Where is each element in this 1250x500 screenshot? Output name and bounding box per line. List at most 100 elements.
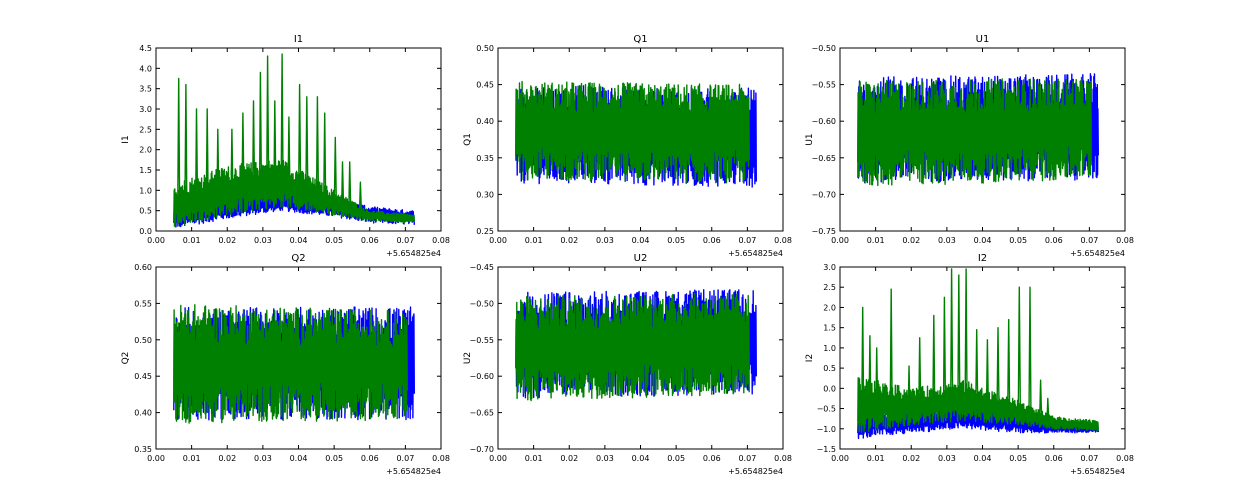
x-tick-label: 0.02	[560, 454, 578, 463]
x-offset-label: +5.654825e4	[728, 249, 783, 258]
x-tick-label: 0.05	[667, 454, 685, 463]
x-tick-label: 0.00	[831, 236, 849, 245]
x-tick-label: 0.00	[831, 454, 849, 463]
y-tick-label: 0.45	[476, 81, 494, 90]
y-tick-label: −0.55	[469, 336, 494, 345]
chart-Q2: 0.00 0.01 0.02 0.03 0.04 0.05 0.06 0.07 0.08 0.35…	[121, 253, 450, 476]
y-tick-label: −0.5	[817, 405, 836, 414]
x-offset-label: +5.654825e4	[386, 249, 441, 258]
chart-title: Q2	[291, 253, 305, 264]
chart-title: I2	[978, 253, 987, 264]
x-tick-label: 0.03	[596, 454, 614, 463]
x-tick-label: 0.01	[867, 454, 885, 463]
x-tick-label: 0.03	[938, 236, 956, 245]
y-tick-label: 0.40	[134, 409, 152, 418]
x-tick-label: 0.00	[147, 454, 165, 463]
x-tick-label: 0.05	[1009, 236, 1027, 245]
x-tick-label: 0.01	[525, 454, 543, 463]
x-tick-label: 0.08	[774, 236, 792, 245]
chart-title: U1	[976, 34, 990, 45]
y-tick-label: 2.5	[823, 283, 836, 292]
x-tick-label: 0.00	[489, 236, 507, 245]
x-tick-label: 0.00	[489, 454, 507, 463]
chart-title: I1	[294, 34, 303, 45]
y-tick-label: 4.0	[139, 64, 152, 73]
x-tick-label: 0.04	[974, 236, 992, 245]
x-tick-label: 0.06	[361, 454, 379, 463]
x-tick-label: 0.02	[218, 454, 236, 463]
x-tick-label: 0.08	[432, 236, 450, 245]
y-tick-label: −0.60	[469, 372, 494, 381]
y-tick-label: 0.5	[823, 364, 836, 373]
x-tick-label: 0.06	[1045, 454, 1063, 463]
series-line-green	[857, 268, 1099, 433]
x-tick-label: 0.07	[738, 236, 756, 245]
x-tick-label: 0.05	[325, 454, 343, 463]
series-line-green	[173, 304, 408, 424]
series-line-green	[515, 292, 750, 402]
x-tick-label: 0.07	[1080, 454, 1098, 463]
x-tick-label: 0.08	[1116, 454, 1134, 463]
y-tick-label: 3.0	[823, 263, 836, 272]
series-line-green	[857, 76, 1092, 187]
y-tick-label: 1.5	[823, 324, 836, 333]
y-tick-label: 0.0	[139, 227, 152, 236]
series-group	[173, 53, 415, 228]
y-tick-label: 0.5	[139, 207, 152, 216]
y-tick-label: 0.35	[476, 154, 494, 163]
x-tick-label: 0.05	[667, 236, 685, 245]
x-tick-label: 0.02	[902, 236, 920, 245]
y-axis-label: I1	[121, 135, 131, 143]
x-tick-label: 0.07	[396, 454, 414, 463]
y-tick-label: 0.50	[134, 336, 152, 345]
chart-U2: 0.00 0.01 0.02 0.03 0.04 0.05 0.06 0.07 0.08 −0.7…	[463, 253, 792, 476]
x-tick-label: 0.06	[1045, 236, 1063, 245]
y-tick-label: 0.40	[476, 117, 494, 126]
chart-I2: 0.00 0.01 0.02 0.03 0.04 0.05 0.06 0.07 0.08 −1.5…	[805, 253, 1134, 476]
x-tick-label: 0.03	[938, 454, 956, 463]
x-offset-label: +5.654825e4	[1070, 249, 1125, 258]
y-tick-label: −0.70	[469, 445, 494, 454]
y-tick-label: 0.55	[134, 299, 152, 308]
chart-U1: 0.00 0.01 0.02 0.03 0.04 0.05 0.06 0.07 0.08 −0.7…	[805, 34, 1134, 258]
x-tick-label: 0.05	[325, 236, 343, 245]
x-offset-label: +5.654825e4	[386, 467, 441, 476]
y-tick-label: 0.30	[476, 190, 494, 199]
y-tick-label: 2.0	[139, 146, 152, 155]
y-axis-label: Q2	[121, 352, 131, 365]
y-axis-label: Q1	[463, 133, 473, 146]
y-tick-label: 3.0	[139, 105, 152, 114]
x-offset-label: +5.654825e4	[728, 467, 783, 476]
chart-title: U2	[634, 253, 648, 264]
x-tick-label: 0.06	[703, 454, 721, 463]
y-tick-label: 2.5	[139, 125, 152, 134]
y-tick-label: 0.25	[476, 227, 494, 236]
x-tick-label: 0.01	[867, 236, 885, 245]
y-tick-label: 2.0	[823, 303, 836, 312]
y-tick-label: 1.0	[139, 186, 152, 195]
y-tick-label: −0.65	[811, 154, 836, 163]
series-group	[857, 268, 1099, 440]
y-tick-label: −0.70	[811, 190, 836, 199]
x-tick-label: 0.03	[596, 236, 614, 245]
series-group	[173, 304, 415, 424]
x-tick-label: 0.08	[1116, 236, 1134, 245]
x-tick-label: 0.02	[218, 236, 236, 245]
series-group	[515, 289, 757, 402]
series-group	[515, 80, 757, 188]
y-tick-label: −0.65	[469, 409, 494, 418]
series-group	[857, 73, 1099, 187]
y-tick-label: −1.0	[817, 425, 836, 434]
x-tick-label: 0.04	[290, 236, 308, 245]
series-line-green	[173, 53, 415, 227]
y-tick-label: 1.0	[823, 344, 836, 353]
y-tick-label: −0.50	[811, 44, 836, 53]
x-tick-label: 0.01	[183, 236, 201, 245]
x-tick-label: 0.07	[396, 236, 414, 245]
x-tick-label: 0.02	[560, 236, 578, 245]
x-tick-label: 0.03	[254, 454, 272, 463]
x-tick-label: 0.04	[974, 454, 992, 463]
x-tick-label: 0.04	[290, 454, 308, 463]
y-tick-label: 0.60	[134, 263, 152, 272]
